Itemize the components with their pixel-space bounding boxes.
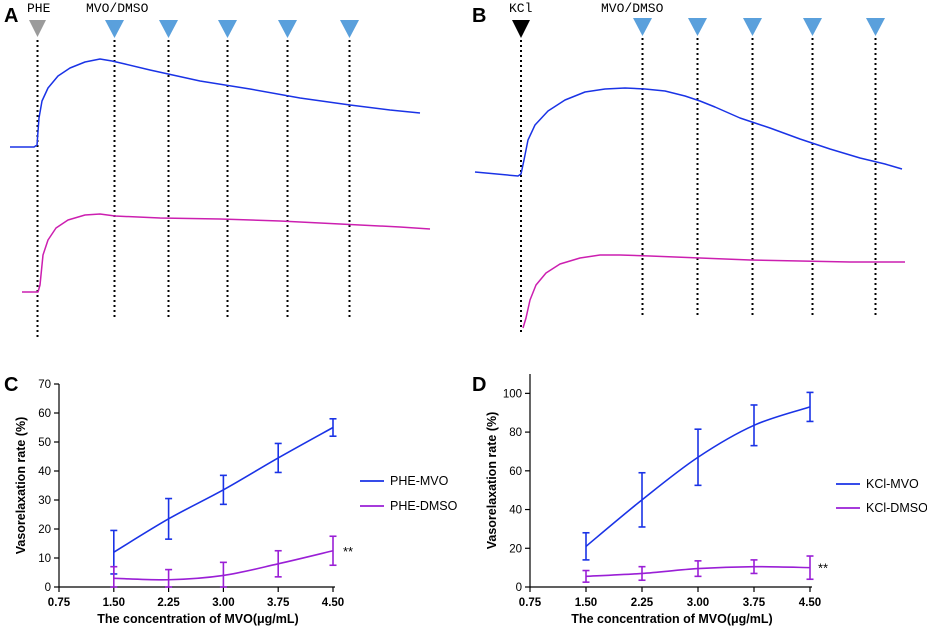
panel-b-letter: B (472, 5, 486, 27)
legend-label: PHE-MVO (390, 474, 449, 488)
y-axis-title: Vasorelaxation rate (%) (14, 417, 28, 555)
x-tick-label: 4.50 (322, 597, 344, 609)
y-tick-label: 100 (503, 388, 522, 400)
panel-b-dose-markers (520, 38, 877, 335)
significance-annotation: ** (818, 561, 828, 576)
panel-b-stimulus-arrow-icon (512, 20, 530, 38)
panel-a-dose-markers (36, 40, 351, 340)
y-tick-label: 40 (38, 466, 51, 478)
y-tick-label: 50 (38, 437, 51, 449)
panel-a: A PHE MVO/DMSO (4, 1, 431, 340)
x-axis-title: The concentration of MVO(μg/mL) (97, 612, 298, 626)
chart-c: 0 10 20 30 40 50 60 70 0.75 1.50 2.25 3.00 3.75 4.50 T… (14, 379, 458, 626)
panel-d-letter: D (472, 374, 486, 396)
panel-a-treatment-arrow-icon-3 (218, 20, 237, 38)
panel-a-dmso-trace (22, 213, 431, 293)
x-tick-label: 1.50 (575, 597, 597, 609)
panel-a-treatment-arrow-icon-4 (278, 20, 297, 38)
y-tick-label: 0 (45, 582, 51, 594)
y-tick-label: 60 (38, 408, 51, 420)
panel-b-treatment-label: MVO/DMSO (601, 1, 664, 16)
panel-a-treatment-arrow-icon-5 (340, 20, 359, 38)
x-tick-label: 1.50 (103, 597, 125, 609)
x-tick-label: 3.75 (743, 597, 766, 609)
panel-b-treatment-arrow-icon-1 (633, 18, 652, 36)
panel-a-treatment-arrow-icon-1 (105, 20, 124, 38)
legend-label: KCl-DMSO (866, 501, 927, 515)
x-tick-label: 3.75 (267, 597, 290, 609)
panel-d: D 0 20 40 60 80 100 0.75 1.50 2.25 3.00 3.75 4.50 Th… (472, 374, 927, 626)
significance-annotation: ** (343, 544, 353, 559)
panel-c: C 0 10 20 30 40 50 60 70 0.75 1.50 2.25 3.00 3.75 4.5… (4, 374, 458, 626)
y-tick-label: 10 (38, 553, 51, 565)
x-tick-label: 2.25 (631, 597, 654, 609)
panel-a-letter: A (4, 5, 18, 27)
panel-c-letter: C (4, 374, 18, 396)
y-tick-label: 60 (509, 466, 522, 478)
panel-a-treatment-label: MVO/DMSO (86, 1, 149, 16)
x-tick-label: 3.00 (212, 597, 234, 609)
y-tick-label: 40 (509, 505, 522, 517)
legend-label: PHE-DMSO (390, 499, 458, 513)
x-tick-label: 0.75 (48, 597, 71, 609)
legend-label: KCl-MVO (866, 477, 919, 491)
y-tick-label: 20 (38, 524, 51, 536)
panel-a-mvo-trace (10, 58, 421, 148)
y-tick-label: 80 (509, 427, 522, 439)
panel-b-treatment-arrow-icon-2 (688, 18, 707, 36)
y-axis-title: Vasorelaxation rate (%) (485, 412, 499, 550)
panel-b-treatment-arrow-icon-5 (866, 18, 885, 36)
x-tick-label: 4.50 (799, 597, 821, 609)
panel-b-mvo-trace (474, 87, 903, 177)
y-tick-label: 30 (38, 495, 51, 507)
x-tick-label: 0.75 (519, 597, 542, 609)
panel-a-stimulus-arrow-icon (29, 20, 46, 37)
y-tick-label: 0 (516, 582, 522, 594)
x-axis-title: The concentration of MVO(μg/mL) (571, 612, 772, 626)
panel-b: B KCl MVO/DMSO (472, 1, 905, 335)
y-tick-label: 20 (509, 543, 522, 555)
panel-a-treatment-arrow-icon-2 (159, 20, 178, 38)
panel-a-stimulus-label: PHE (27, 1, 51, 16)
panel-b-treatment-arrow-icon-3 (743, 18, 762, 36)
panel-b-treatment-arrow-icon-4 (803, 18, 822, 36)
y-tick-label: 70 (38, 379, 51, 391)
panel-b-dmso-trace (522, 254, 905, 329)
x-tick-label: 3.00 (687, 597, 709, 609)
chart-d: 0 20 40 60 80 100 0.75 1.50 2.25 3.00 3.75 4.50 The … (485, 374, 927, 626)
x-tick-label: 2.25 (157, 597, 180, 609)
panel-b-stimulus-label: KCl (509, 1, 533, 16)
